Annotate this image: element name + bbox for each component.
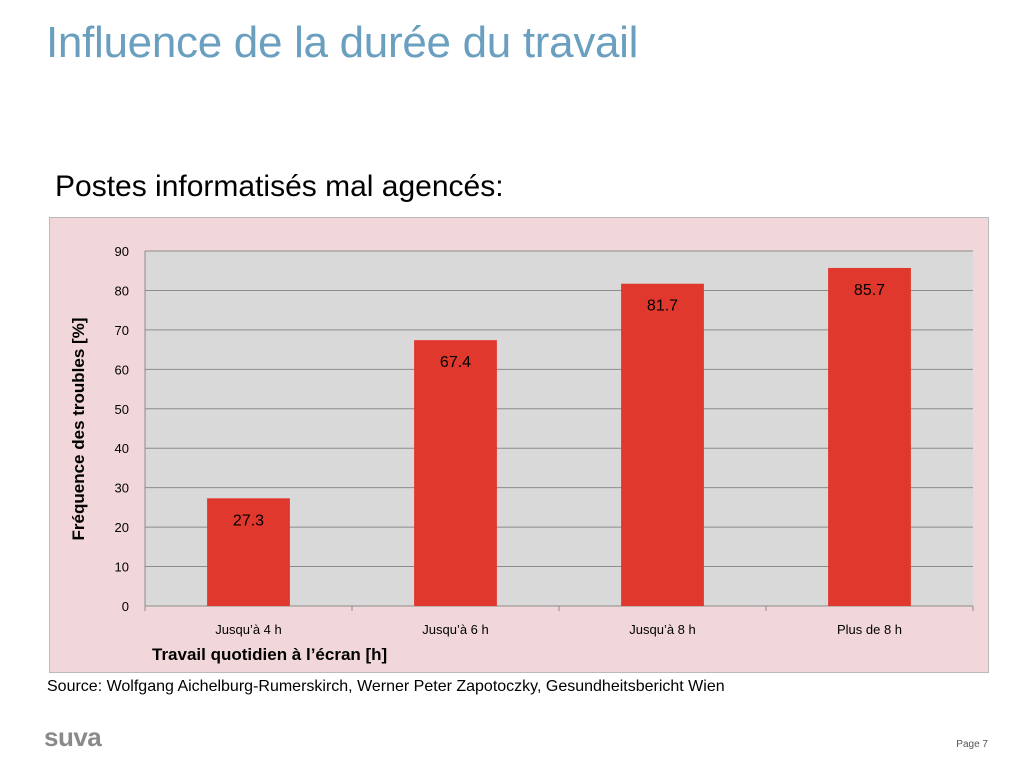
data-label: 27.3	[233, 512, 264, 529]
bar	[828, 267, 911, 606]
y-tick-label: 10	[115, 560, 129, 575]
bar	[621, 283, 704, 606]
bar	[414, 340, 497, 606]
x-tick-label: Plus de 8 h	[837, 622, 902, 637]
y-tick-label: 70	[115, 323, 129, 338]
source-citation: Source: Wolfgang Aichelburg-Rumerskirch,…	[47, 678, 725, 695]
x-tick-label: Jusqu’à 8 h	[629, 622, 696, 637]
suva-logo: suva	[44, 722, 102, 752]
page-number: Page 7	[956, 739, 988, 750]
y-tick-label: 90	[115, 244, 129, 259]
y-tick-label: 80	[115, 283, 129, 298]
bar	[207, 498, 290, 606]
slide-subtitle: Postes informatisés mal agencés:	[55, 170, 504, 203]
y-tick-label: 40	[115, 441, 129, 456]
y-tick-label: 20	[115, 520, 129, 535]
data-label: 67.4	[440, 354, 471, 371]
y-tick-label: 30	[115, 481, 129, 496]
x-axis-title: Travail quotidien à l’écran [h]	[152, 645, 388, 664]
slide-title: Influence de la durée du travail	[46, 18, 639, 67]
data-label: 85.7	[854, 282, 885, 299]
x-tick-label: Jusqu’à 6 h	[422, 622, 489, 637]
y-tick-label: 50	[115, 402, 129, 417]
x-tick-label: Jusqu’à 4 h	[215, 622, 282, 637]
y-tick-label: 0	[122, 599, 129, 614]
y-axis-title: Fréquence des troubles [%]	[69, 317, 88, 541]
data-label: 81.7	[647, 298, 678, 315]
y-tick-label: 60	[115, 362, 129, 377]
